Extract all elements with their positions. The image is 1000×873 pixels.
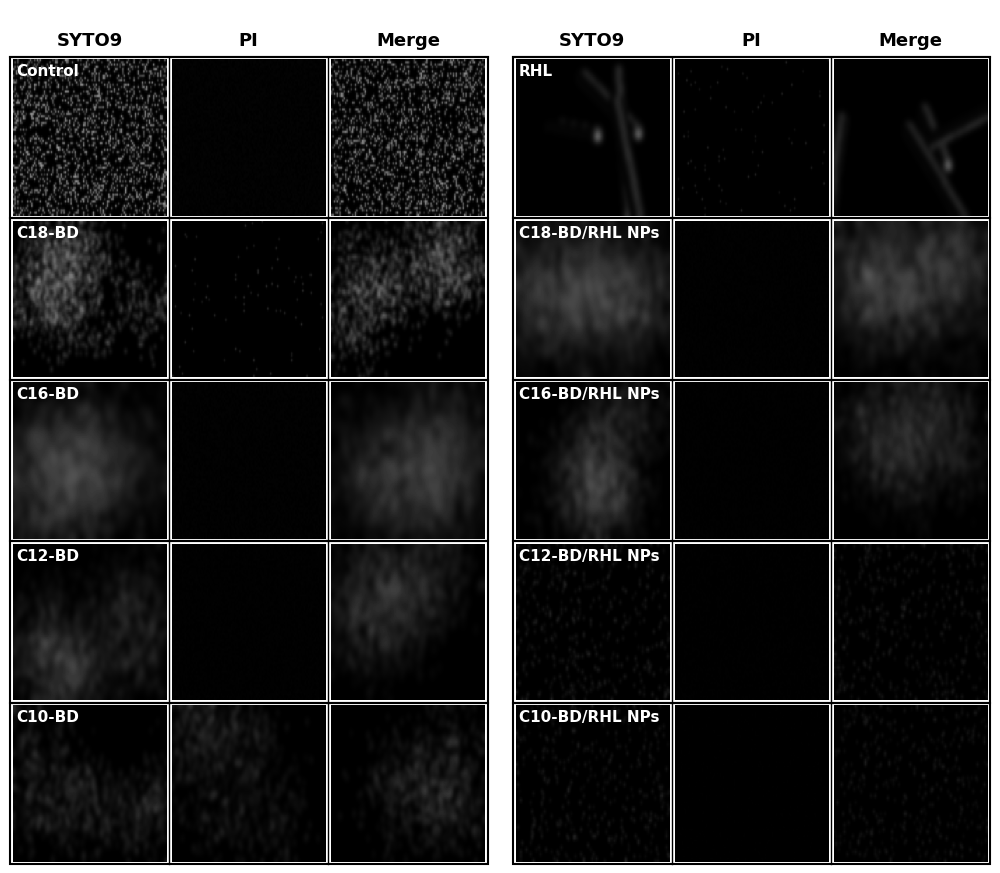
Text: SYTO9: SYTO9 <box>56 32 123 51</box>
Text: C10-BD: C10-BD <box>16 710 79 725</box>
Text: C18-BD: C18-BD <box>16 225 79 241</box>
Text: C10-BD/RHL NPs: C10-BD/RHL NPs <box>519 710 659 725</box>
Text: C12-BD/RHL NPs: C12-BD/RHL NPs <box>519 548 659 564</box>
Text: C16-BD: C16-BD <box>16 387 79 402</box>
Text: C18-BD/RHL NPs: C18-BD/RHL NPs <box>519 225 659 241</box>
Text: PI: PI <box>239 32 259 51</box>
Text: PI: PI <box>741 32 761 51</box>
Text: Merge: Merge <box>376 32 440 51</box>
Text: C16-BD/RHL NPs: C16-BD/RHL NPs <box>519 387 659 402</box>
Text: C12-BD: C12-BD <box>16 548 79 564</box>
Text: RHL: RHL <box>519 64 553 79</box>
Text: Merge: Merge <box>878 32 942 51</box>
Text: SYTO9: SYTO9 <box>559 32 625 51</box>
Text: Control: Control <box>16 64 79 79</box>
